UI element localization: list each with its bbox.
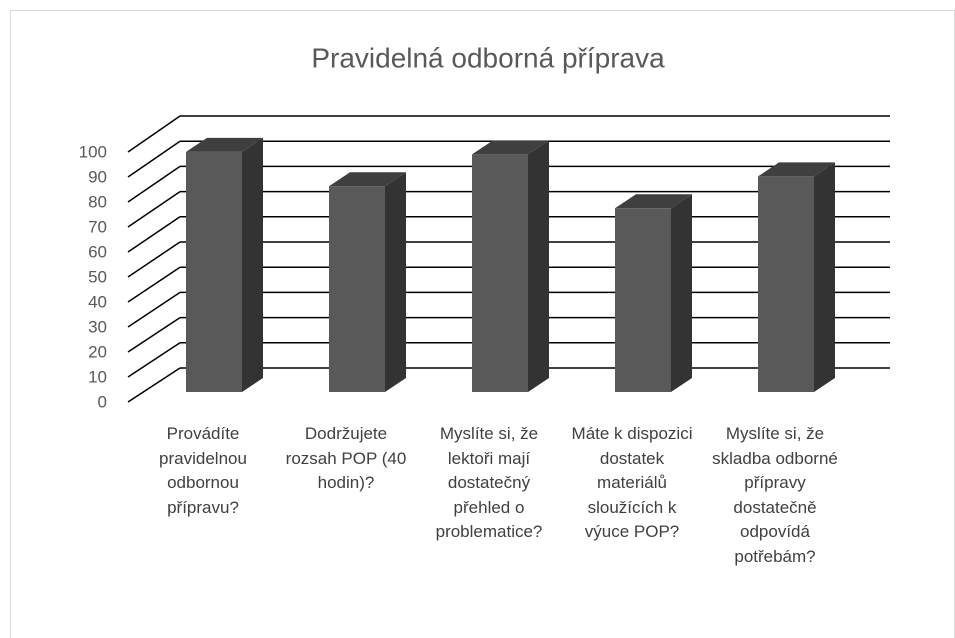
bar-top <box>758 162 835 177</box>
grid-line-side <box>127 291 181 328</box>
bar-side <box>385 172 406 392</box>
bar <box>615 208 671 392</box>
bar-side <box>242 137 263 392</box>
y-tick-label: 10 <box>88 367 107 386</box>
y-tick-label: 30 <box>88 317 107 336</box>
bar-top <box>186 137 263 152</box>
y-tick-label: 0 <box>98 392 107 411</box>
bar <box>472 154 528 392</box>
y-tick-label: 80 <box>88 192 107 211</box>
y-tick-label: 40 <box>88 292 107 311</box>
bar-top <box>329 172 406 187</box>
bar-top <box>472 140 549 155</box>
grid-line-side <box>127 266 181 303</box>
x-tick-label: Dodržujete rozsah POP (40 hodin)? <box>285 424 407 492</box>
grid-line-side <box>127 140 181 178</box>
grid-line-side <box>127 115 181 153</box>
grid-line-side <box>127 216 181 253</box>
grid-line-side <box>127 165 181 203</box>
x-tick-label: Máte k dispozici dostatek materiálů slou… <box>571 424 693 541</box>
bar-side <box>671 194 692 392</box>
bar <box>329 186 385 392</box>
bar-side <box>814 162 835 392</box>
bar-side <box>528 140 549 392</box>
bar-top <box>615 194 692 209</box>
grid-line-side <box>127 241 181 278</box>
y-tick-label: 60 <box>88 242 107 261</box>
bar <box>186 151 242 392</box>
y-tick-label: 50 <box>88 267 107 286</box>
chart-title: Pravidelná odborná příprava <box>311 42 665 73</box>
x-tick-label: Provádíte pravidelnou odbornou přípravu? <box>159 424 247 517</box>
bar <box>758 176 814 392</box>
x-tick-label: Myslíte si, že skladba odborné přípravy … <box>712 424 838 566</box>
grid-line-side <box>127 367 181 403</box>
grid-line-side <box>127 190 181 228</box>
y-tick-label: 70 <box>88 217 107 236</box>
grid-line-side <box>127 316 181 353</box>
x-tick-label: Myslíte si, že lektoři mají dostatečný p… <box>435 424 543 541</box>
y-tick-label: 100 <box>79 142 107 161</box>
y-tick-label: 90 <box>88 167 107 186</box>
y-tick-label: 20 <box>88 342 107 361</box>
grid-line-side <box>127 342 181 378</box>
